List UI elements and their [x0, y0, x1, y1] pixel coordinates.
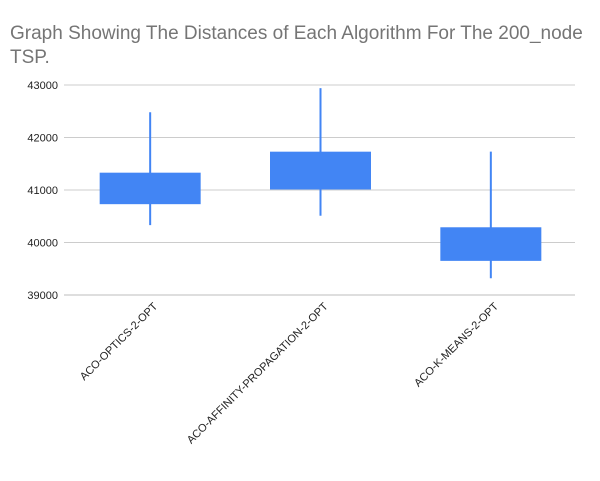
- y-tick-label: 41000: [27, 185, 58, 197]
- y-tick-label: 42000: [27, 133, 58, 145]
- x-category-label: ACO-K-MEANS-2-OPT: [412, 300, 501, 389]
- x-category-label: ACO-AFFINITY-PROPAGATION-2-OPT: [185, 300, 331, 446]
- y-tick-label: 39000: [27, 290, 58, 302]
- candles: [99, 88, 542, 279]
- candle-box: [440, 227, 542, 261]
- candle-box: [270, 151, 371, 190]
- chart-title: Graph Showing The Distances of Each Algo…: [10, 23, 583, 68]
- y-tick-label: 43000: [27, 80, 58, 92]
- y-axis-ticks: 39000 40000 41000 42000 43000: [27, 80, 58, 302]
- x-axis-labels: ACO-OPTICS-2-OPT ACO-AFFINITY-PROPAGATION…: [78, 300, 501, 446]
- y-tick-label: 40000: [27, 238, 58, 250]
- x-category-label: ACO-OPTICS-2-OPT: [78, 300, 161, 383]
- candle-box: [99, 172, 201, 205]
